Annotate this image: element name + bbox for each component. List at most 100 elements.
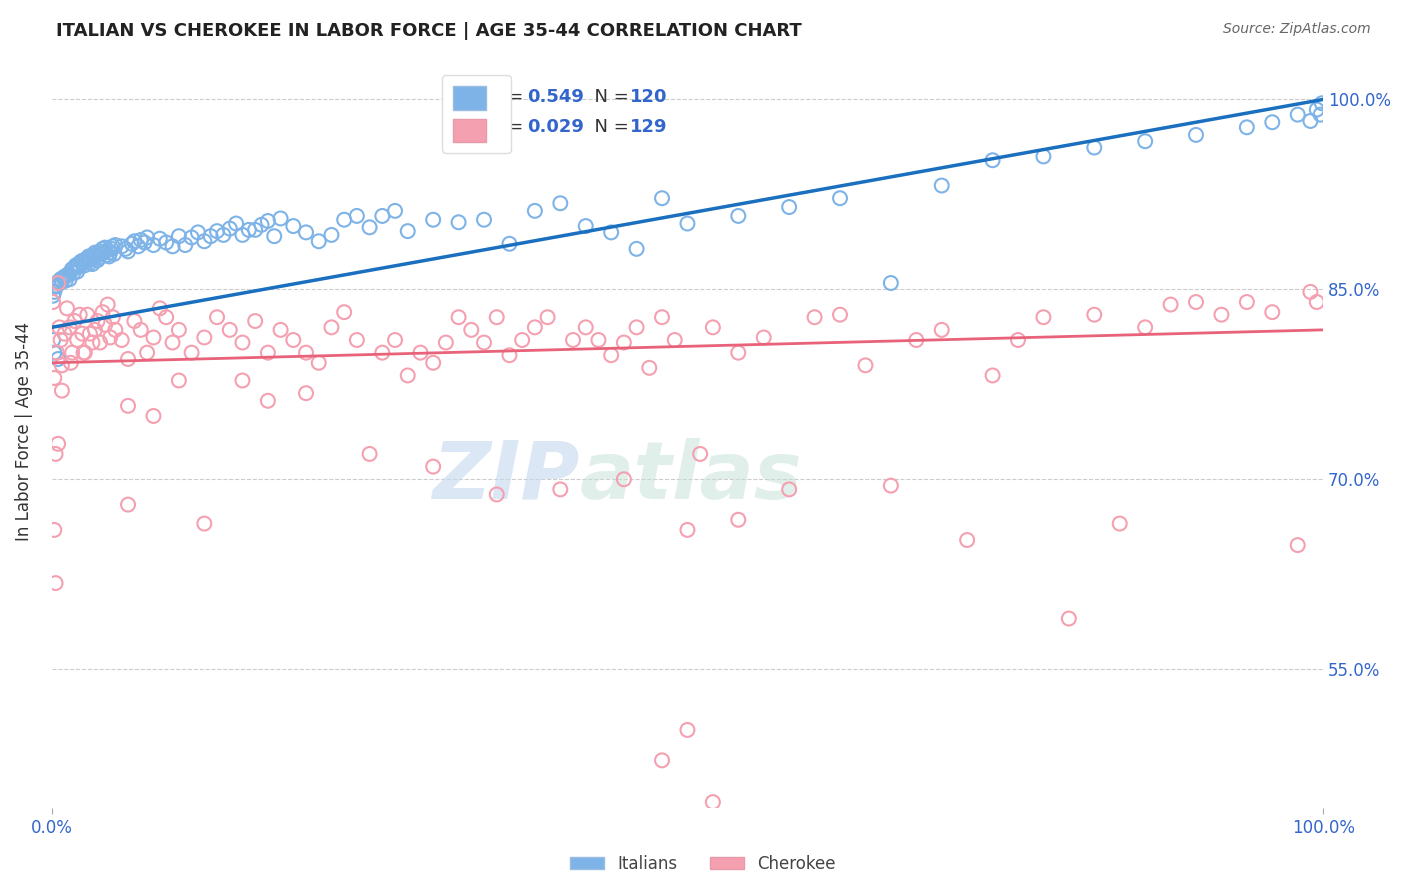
Point xyxy=(613,335,636,350)
Point xyxy=(550,196,572,211)
Legend: , : , xyxy=(443,76,510,153)
Point xyxy=(1007,333,1029,347)
Point xyxy=(447,310,470,325)
Point xyxy=(98,330,121,344)
Point xyxy=(114,242,136,256)
Point xyxy=(155,310,177,325)
Point xyxy=(94,241,117,255)
Point xyxy=(104,323,127,337)
Point xyxy=(472,335,495,350)
Point xyxy=(117,351,139,366)
Point xyxy=(162,239,184,253)
Point xyxy=(86,253,108,268)
Point xyxy=(56,301,79,316)
Point xyxy=(1299,114,1322,128)
Point xyxy=(104,238,127,252)
Point xyxy=(93,245,115,260)
Point xyxy=(67,257,90,271)
Point xyxy=(91,305,114,319)
Point xyxy=(588,333,610,347)
Point xyxy=(651,753,673,767)
Point xyxy=(44,523,66,537)
Point xyxy=(536,310,558,325)
Point xyxy=(1160,297,1182,311)
Point xyxy=(472,212,495,227)
Point xyxy=(45,278,67,293)
Text: ZIP: ZIP xyxy=(432,438,579,516)
Point xyxy=(727,209,749,223)
Point xyxy=(613,472,636,486)
Point xyxy=(80,252,103,266)
Text: atlas: atlas xyxy=(579,438,803,516)
Point xyxy=(1306,103,1329,117)
Point xyxy=(270,211,292,226)
Point xyxy=(142,409,165,423)
Legend: Italians, Cherokee: Italians, Cherokee xyxy=(564,848,842,880)
Point xyxy=(422,459,444,474)
Point xyxy=(58,272,80,286)
Point xyxy=(69,308,91,322)
Point xyxy=(89,335,111,350)
Point xyxy=(174,238,197,252)
Point xyxy=(218,221,240,235)
Point xyxy=(44,345,66,359)
Point xyxy=(180,230,202,244)
Point xyxy=(243,223,266,237)
Point xyxy=(63,314,86,328)
Point xyxy=(231,335,253,350)
Point xyxy=(828,308,851,322)
Point xyxy=(205,310,228,325)
Point xyxy=(127,239,149,253)
Point xyxy=(283,219,305,233)
Point xyxy=(44,371,66,385)
Point xyxy=(231,374,253,388)
Point xyxy=(65,258,87,272)
Point xyxy=(86,314,108,328)
Point xyxy=(1032,149,1054,163)
Point xyxy=(187,226,209,240)
Point xyxy=(510,333,533,347)
Point xyxy=(308,356,330,370)
Point xyxy=(460,323,482,337)
Point xyxy=(72,256,94,270)
Point xyxy=(111,333,134,347)
Point xyxy=(346,333,368,347)
Point xyxy=(58,320,80,334)
Point xyxy=(676,217,699,231)
Point xyxy=(48,276,70,290)
Point xyxy=(727,513,749,527)
Text: N =: N = xyxy=(583,118,634,136)
Point xyxy=(1286,108,1309,122)
Point xyxy=(600,348,623,362)
Point xyxy=(129,233,152,247)
Text: 0.549: 0.549 xyxy=(527,87,583,105)
Point xyxy=(498,236,520,251)
Point xyxy=(66,333,89,347)
Text: N =: N = xyxy=(583,87,634,105)
Point xyxy=(523,320,546,334)
Point xyxy=(575,219,598,233)
Point xyxy=(905,333,928,347)
Point xyxy=(59,265,82,279)
Point xyxy=(702,795,724,809)
Point xyxy=(880,478,903,492)
Point xyxy=(167,229,190,244)
Point xyxy=(97,297,120,311)
Point xyxy=(250,218,273,232)
Point xyxy=(1032,310,1054,325)
Point xyxy=(359,447,381,461)
Point xyxy=(56,268,79,283)
Text: 129: 129 xyxy=(630,118,668,136)
Point xyxy=(238,223,260,237)
Y-axis label: In Labor Force | Age 35-44: In Labor Force | Age 35-44 xyxy=(15,322,32,541)
Point xyxy=(384,333,406,347)
Point xyxy=(72,326,94,341)
Point xyxy=(49,272,72,286)
Point xyxy=(46,276,69,290)
Point xyxy=(1236,295,1258,310)
Point xyxy=(371,209,394,223)
Point xyxy=(72,253,94,268)
Point xyxy=(60,345,83,359)
Point xyxy=(101,239,124,253)
Point xyxy=(82,257,104,271)
